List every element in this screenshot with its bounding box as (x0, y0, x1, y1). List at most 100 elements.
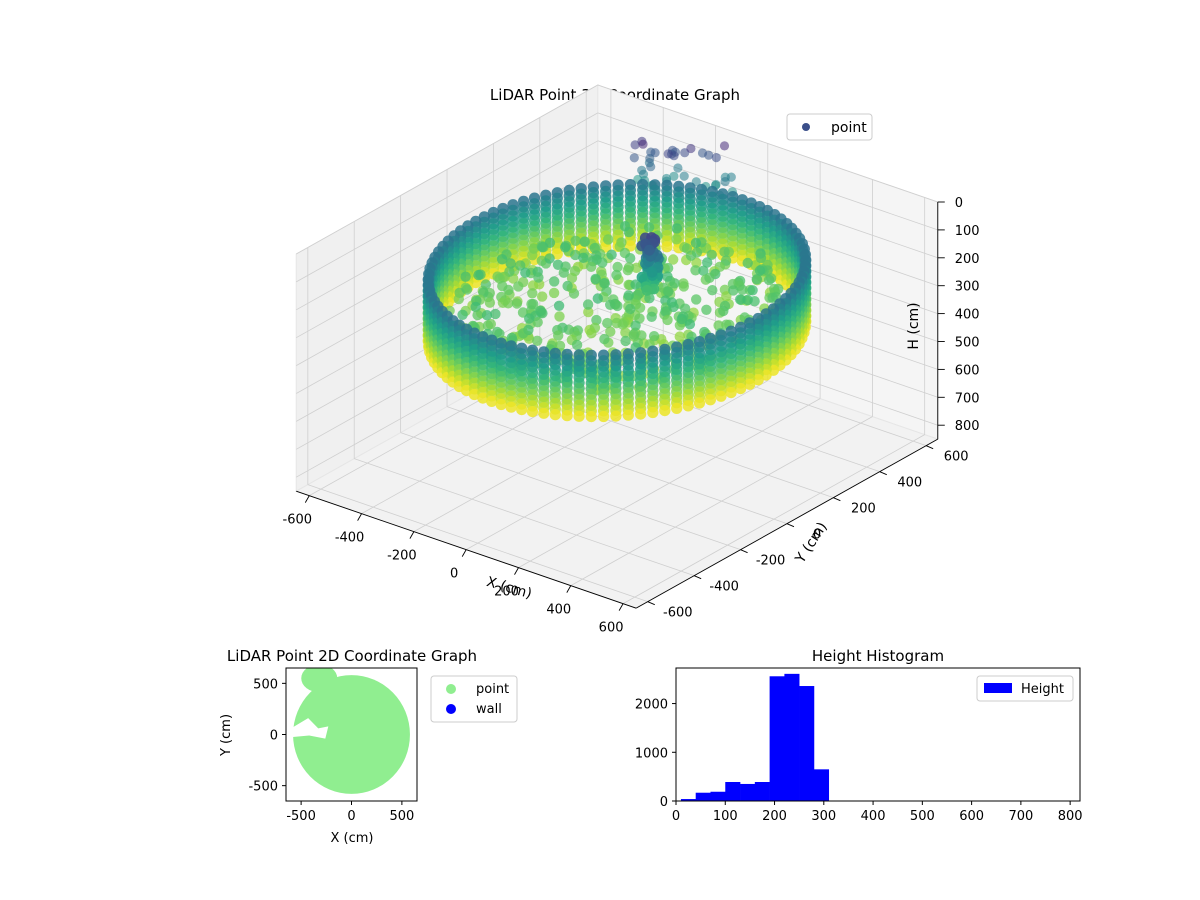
chart-3d-point (592, 293, 603, 304)
chart-3d-point (767, 292, 778, 303)
chart-3d-point (573, 410, 585, 422)
chart-3d-y-tick-label: -400 (709, 580, 739, 595)
chart-3d-point (511, 298, 523, 309)
chart-3d-point (524, 313, 535, 324)
chart-3d-point (742, 294, 753, 306)
histogram-bar (813, 769, 830, 801)
chart-3d-point (477, 392, 489, 404)
chart-3d-point (605, 326, 616, 337)
chart-3d-point (735, 294, 746, 305)
chart-3d-y-tick (833, 497, 841, 502)
chart-2d-x-tick-label: -500 (286, 809, 316, 824)
histogram-x-tick-label: 800 (1058, 809, 1083, 824)
chart-3d-point (661, 241, 673, 253)
chart-3d-x-tick-label: 200 (494, 585, 519, 600)
chart-3d-point (537, 241, 548, 253)
chart-3d-gridline (296, 112, 599, 283)
chart-3d-x-tick-label: 400 (546, 603, 571, 618)
chart-3d-z-tick-label: 700 (955, 391, 980, 406)
chart-3d-point (706, 249, 717, 260)
chart-3d-point (718, 305, 729, 317)
chart-3d-point (685, 250, 697, 261)
chart-3d-point (603, 234, 614, 245)
chart-3d-x-tick-label: -400 (335, 531, 365, 546)
chart-3d-gridline (493, 380, 834, 499)
chart-3d-point (473, 269, 484, 281)
chart-3d-point (516, 404, 528, 416)
chart-3d-x-tick (461, 549, 467, 557)
chart-3d-point (553, 330, 564, 341)
chart-3d-point (747, 285, 758, 296)
histogram: Height Histogram 0 100 200 300 400 500 600 700 8… (635, 647, 1083, 824)
chart-3d-gridline (597, 140, 938, 259)
chart-3d-point (630, 279, 641, 290)
chart-2d-gap (286, 718, 329, 739)
chart-3d-point (698, 265, 709, 276)
chart-3d-point (625, 303, 636, 315)
histogram-x-tick-label: 700 (1008, 809, 1033, 824)
histogram-bar (799, 686, 815, 801)
histogram-x-tick-label: 500 (910, 809, 935, 824)
chart-3d-point (605, 299, 616, 310)
chart-3d-point (599, 333, 610, 345)
chart-3d-point (568, 288, 580, 299)
histogram-bar (710, 791, 726, 801)
chart-3d-point (549, 276, 560, 287)
chart-2d-legend-wall-label: wall (476, 702, 502, 717)
chart-3d-point (620, 335, 631, 347)
chart-3d-point (561, 410, 573, 422)
chart-3d-point (701, 304, 712, 315)
chart-3d-gridline (400, 432, 741, 551)
chart-2d-point-region (293, 675, 410, 794)
chart-3d-point (505, 258, 516, 269)
chart-3d-point (472, 309, 483, 321)
histogram-x-tick-label: 400 (861, 809, 886, 824)
chart-3d-point (645, 153, 655, 164)
chart-3d-point (676, 313, 687, 325)
chart-3d-x-tick-label: -600 (283, 513, 313, 528)
chart-3d-point (635, 408, 647, 420)
chart-3d-point (702, 257, 713, 268)
chart-3d-point (482, 320, 494, 331)
chart-3d-gridline (446, 406, 788, 525)
chart-3d-legend: point (786, 113, 873, 141)
histogram-x-tick-label: 200 (762, 809, 787, 824)
chart-3d-point (659, 405, 671, 417)
chart-3d-y-tick-label: -200 (756, 554, 786, 569)
chart-3d-point (671, 234, 682, 245)
chart-3d-point (637, 165, 647, 175)
chart-3d-point (647, 406, 659, 419)
histogram-bar (769, 676, 785, 801)
chart-2d-ticks: -500 0 500 -500 0 500 (248, 677, 414, 824)
chart-3d-z-tick-label: 500 (955, 336, 980, 351)
chart-3d-point (763, 274, 775, 286)
chart-3d-point (668, 301, 679, 313)
chart-3d-point (646, 162, 656, 172)
chart-3d-point (715, 390, 727, 402)
chart-3d-point (496, 254, 508, 265)
chart-3d-point (719, 246, 730, 257)
chart-3d-point (470, 301, 481, 313)
chart-3d-point (643, 222, 655, 233)
chart-3d-point (586, 328, 597, 339)
histogram-ticks: 0 100 200 300 400 500 600 700 800 0 1000 2000 (635, 698, 1083, 824)
chart-3d-x-tick (304, 495, 310, 503)
chart-3d-point (566, 272, 578, 284)
chart-2d-y-tick-label: 0 (270, 729, 278, 744)
chart-3d-z-tick-label: 0 (955, 196, 963, 211)
chart-3d-gridline (296, 307, 599, 478)
chart-3d-point (644, 293, 655, 304)
chart-3d-point (468, 388, 480, 401)
chart-3d-point (662, 314, 673, 326)
chart-3d-y-tick (740, 549, 748, 554)
chart-3d-y-tick (647, 601, 655, 606)
chart-3d-gridline (307, 484, 648, 603)
histogram-bar (754, 782, 770, 801)
chart-2d-point-cloud (286, 668, 410, 794)
chart-3d-z-tick-label: 400 (955, 308, 980, 323)
chart-3d-x-tick (514, 567, 519, 575)
chart-3d-point (737, 284, 748, 295)
histogram-legend: Height (976, 675, 1074, 702)
chart-3d-points (422, 136, 812, 423)
